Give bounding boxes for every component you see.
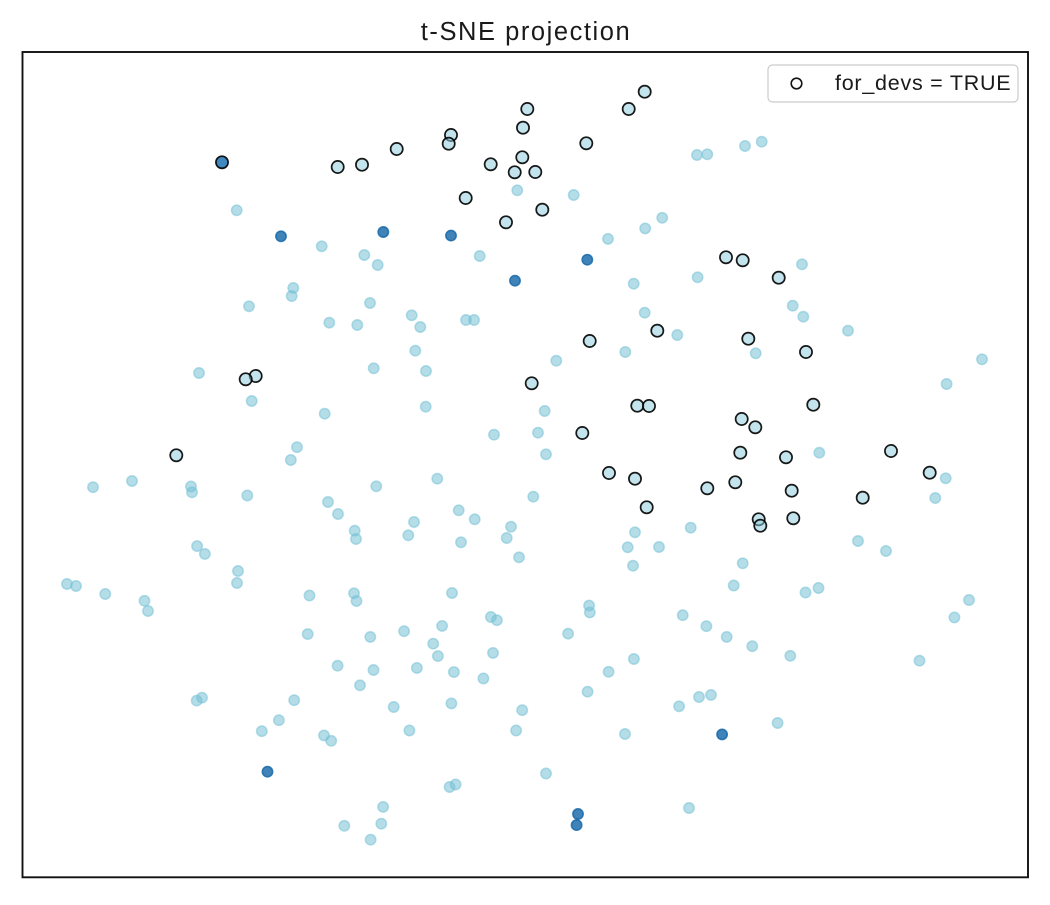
svg-text:for_devs = TRUE: for_devs = TRUE [835, 71, 1011, 95]
svg-text:t-SNE projection: t-SNE projection [421, 18, 631, 46]
